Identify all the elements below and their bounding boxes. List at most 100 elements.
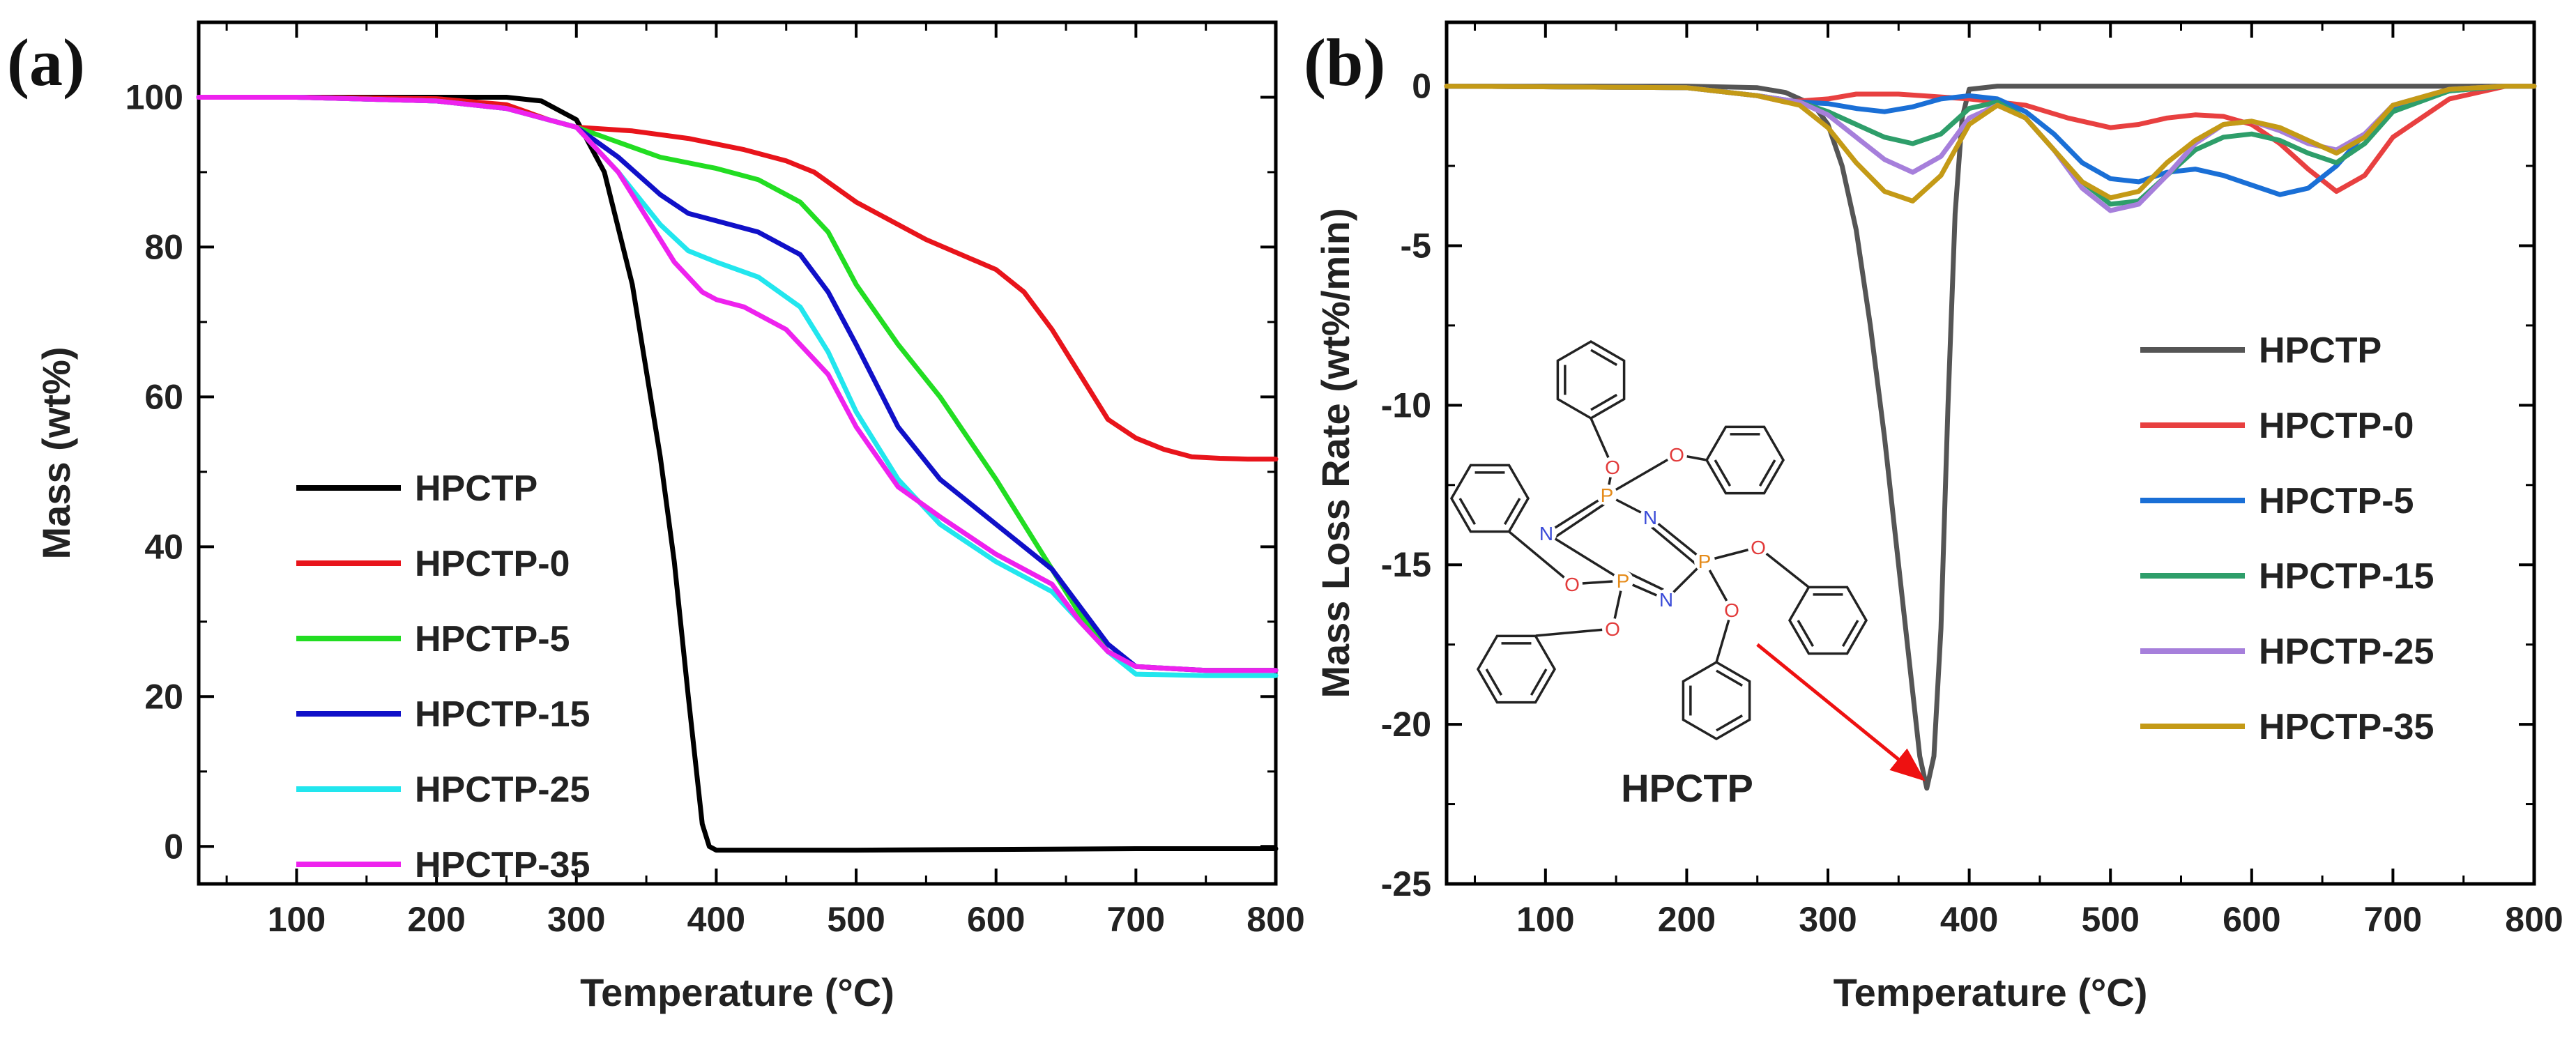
legend-label-hpctp-0: HPCTP-0 [415,544,570,584]
y-tick-label: 0 [164,827,183,866]
mol-atom-o: O [1751,537,1766,558]
y-tick-label: 40 [144,527,183,566]
ring-double-bond [1716,669,1744,687]
legend-label-hpctp-15: HPCTP-15 [2259,556,2434,597]
panel-label: (b) [1304,25,1385,100]
mol-atom-bg [1562,574,1583,595]
x-tick-label: 400 [687,900,745,939]
ring-double-bond [1797,620,1815,648]
mol-bond [1606,453,1677,496]
series-line-hpctp-15 [196,95,1279,673]
mol-atom-bg [1536,523,1557,544]
x-tick-label: 100 [1516,900,1574,939]
mol-atom-o: O [1564,574,1580,595]
series-line-hpctp-5 [1444,84,2537,197]
series-line-hpctp-35 [1444,84,2537,204]
molecule-name-label: HPCTP [1621,766,1753,810]
series-line-hpctp-0 [1444,84,2537,194]
legend-label-hpctp-35: HPCTP-35 [415,845,590,885]
panel-a: 100 200 300 400 500 600 700 800 0 20 40 60 80 100 Temp… [7,20,1305,1014]
x-tick-label: 600 [2223,900,2280,939]
mol-bond [1650,526,1700,568]
legend-label-hpctp-35: HPCTP-35 [2259,707,2434,747]
mol-atom-p: P [1617,570,1630,592]
y-tick-label: 80 [144,227,183,266]
ring-double-bond [1485,668,1503,696]
panel-label: (a) [7,25,85,100]
ring-double-bond [1590,349,1618,367]
x-tick-label: 200 [1658,900,1716,939]
x-tick-label: 300 [1799,900,1857,939]
phenyl-ring [1556,339,1626,420]
ring-double-bond [1716,714,1744,732]
legend-label-hpctp-5: HPCTP-5 [2259,481,2414,521]
hpctp-molecule-structure: P P P N N N O O O O O O HPCTP [1449,339,1868,810]
series-line-hpctp-25 [1444,84,2537,213]
y-tick-label: 100 [125,77,183,116]
mol-atom-p: P [1698,551,1712,572]
mol-atom-p: P [1601,484,1614,506]
x-tick-label: 500 [827,900,885,939]
y-tick-label: -15 [1381,545,1431,584]
x-tick-label: 800 [2505,900,2563,939]
mol-bond [1546,532,1624,582]
mol-atom-o: O [1605,618,1620,640]
phenyl-ring [1449,464,1530,533]
mol-bond [1535,627,1613,637]
mol-atom-bg [1666,444,1687,465]
x-axis-title: Temperature (°C) [1834,970,2148,1014]
series-line-hpctp-25 [196,95,1279,678]
series-line-hpctp-35 [196,95,1279,673]
y-axis-title: Mass (wt%) [34,347,78,560]
mol-atom-bg [1596,484,1617,505]
y-tick-label: 0 [1412,67,1431,106]
mol-atom-bg [1613,570,1633,591]
mol-bond [1550,502,1606,542]
series-line-hpctp-5 [196,95,1279,673]
ring-double-bond [1841,620,1859,648]
x-tick-label: 500 [2081,900,2139,939]
mol-bond [1626,571,1664,591]
panel-b: 100 200 300 400 500 600 700 800 0 -5 -10 -15 -20 -25 T… [1304,20,2563,1014]
y-tick-label: -10 [1381,385,1431,425]
mol-bond [1546,494,1608,535]
mol-atom-o: O [1605,457,1620,478]
x-tick-label: 800 [1247,900,1304,939]
ring-double-bond [1758,459,1776,487]
legend-label-hpctp: HPCTP [415,468,538,509]
x-tick-label: 100 [268,900,326,939]
mol-bond [1757,546,1810,588]
mol-atom-bg [1694,551,1715,572]
phenyl-ring [1682,660,1751,741]
mol-atom-n: N [1643,507,1657,528]
phenyl-ring [1788,586,1868,655]
mol-atom-bg [1602,618,1623,639]
mol-bond [1649,516,1706,563]
legend-label-hpctp-25: HPCTP-25 [2259,632,2434,672]
mol-atom-n: N [1659,589,1673,611]
mol-bond [1508,530,1573,586]
phenyl-ring [1476,634,1557,704]
plot-frame [1445,20,2536,886]
mol-atom-bg [1656,589,1677,610]
x-tick-label: 300 [547,900,605,939]
x-tick-label: 200 [407,900,465,939]
ring-double-bond [1458,498,1477,526]
mol-atom-bg [1640,507,1661,528]
mol-atom-bg [1602,457,1623,477]
x-axis-title: Temperature (°C) [580,970,894,1014]
x-tick-label: 700 [2364,900,2422,939]
legend-label-hpctp-5: HPCTP-5 [415,619,570,659]
ring-double-bond [1714,459,1732,487]
legend-label-hpctp: HPCTP [2259,330,2381,371]
mol-atom-bg [1721,599,1742,620]
y-axis-title: Mass Loss Rate (wt%/min) [1313,208,1357,698]
y-tick-label: 60 [144,377,183,416]
mol-atom-bg [1748,537,1769,558]
legend-label-hpctp-0: HPCTP-0 [2259,406,2414,446]
x-tick-label: 600 [967,900,1025,939]
legend-label-hpctp-15: HPCTP-15 [415,694,590,735]
y-tick-label: -5 [1401,226,1431,265]
ring-double-bond [1590,393,1618,411]
